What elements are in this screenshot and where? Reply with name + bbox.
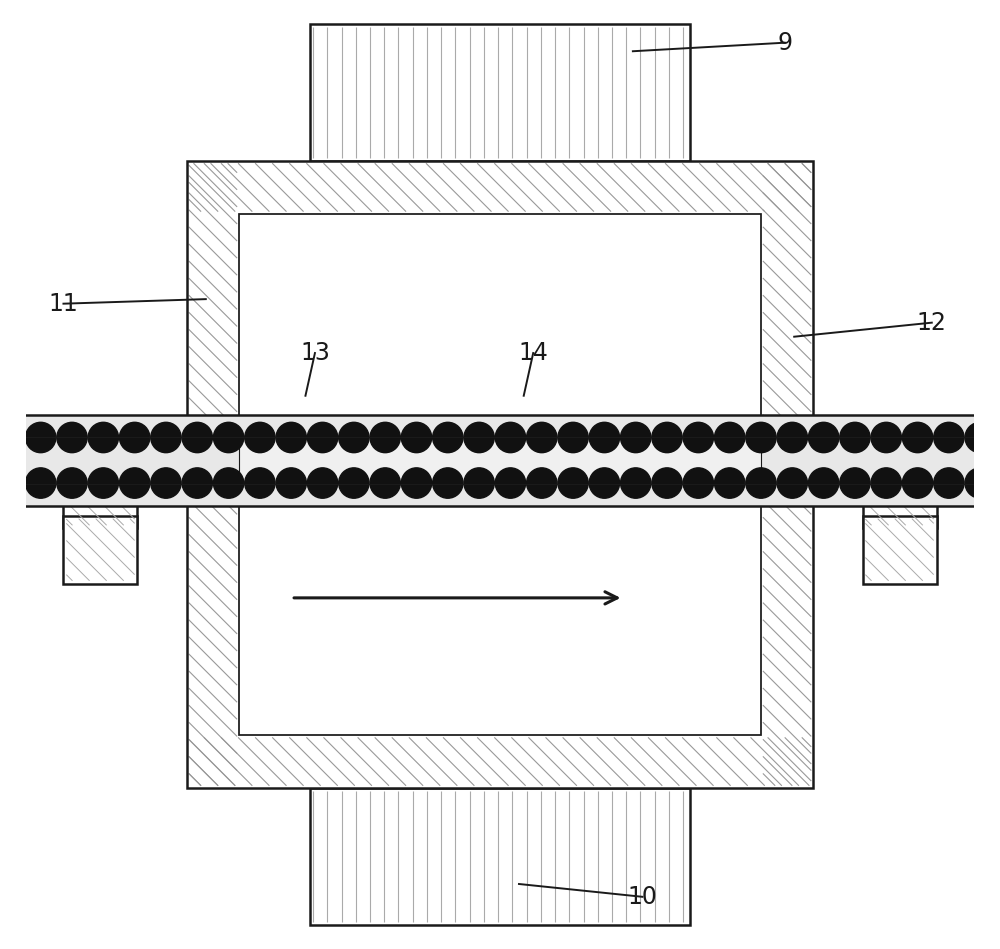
Circle shape: [339, 422, 369, 453]
Circle shape: [746, 422, 776, 453]
Circle shape: [57, 422, 87, 453]
Circle shape: [746, 468, 776, 498]
Text: 13: 13: [300, 341, 330, 365]
Circle shape: [902, 468, 933, 498]
Circle shape: [182, 422, 212, 453]
Circle shape: [714, 422, 745, 453]
Circle shape: [871, 468, 901, 498]
Circle shape: [370, 468, 400, 498]
Circle shape: [621, 468, 651, 498]
Circle shape: [965, 468, 995, 498]
Circle shape: [213, 422, 244, 453]
Bar: [761, 161, 813, 788]
Circle shape: [902, 422, 933, 453]
Circle shape: [527, 468, 557, 498]
Text: 12: 12: [917, 310, 947, 335]
Circle shape: [401, 422, 432, 453]
Circle shape: [151, 468, 181, 498]
Bar: [239, 214, 761, 735]
Circle shape: [527, 422, 557, 453]
Circle shape: [401, 468, 432, 498]
Bar: [863, 460, 937, 528]
Circle shape: [589, 422, 620, 453]
Circle shape: [433, 468, 463, 498]
Circle shape: [808, 468, 839, 498]
Circle shape: [683, 422, 714, 453]
Circle shape: [119, 422, 150, 453]
Circle shape: [276, 468, 306, 498]
Bar: [63, 516, 137, 584]
Circle shape: [652, 468, 682, 498]
Text: 9: 9: [777, 30, 792, 55]
Circle shape: [26, 468, 56, 498]
Bar: [63, 460, 137, 528]
Bar: [310, 24, 690, 161]
Circle shape: [495, 468, 526, 498]
Circle shape: [26, 422, 56, 453]
Circle shape: [808, 422, 839, 453]
Bar: [26, 415, 974, 506]
Circle shape: [57, 468, 87, 498]
Circle shape: [934, 422, 964, 453]
Circle shape: [307, 468, 338, 498]
Bar: [187, 161, 813, 788]
Circle shape: [433, 422, 463, 453]
Circle shape: [840, 422, 870, 453]
Circle shape: [683, 468, 714, 498]
Circle shape: [714, 468, 745, 498]
Circle shape: [464, 468, 494, 498]
Bar: [310, 788, 690, 925]
Circle shape: [88, 422, 119, 453]
Circle shape: [589, 468, 620, 498]
Circle shape: [621, 422, 651, 453]
Circle shape: [245, 468, 275, 498]
Bar: [239, 437, 761, 484]
Circle shape: [871, 422, 901, 453]
Circle shape: [840, 468, 870, 498]
Circle shape: [119, 468, 150, 498]
Circle shape: [245, 422, 275, 453]
Circle shape: [182, 468, 212, 498]
Circle shape: [558, 468, 588, 498]
Circle shape: [151, 422, 181, 453]
Bar: [187, 735, 813, 788]
Circle shape: [213, 468, 244, 498]
Circle shape: [307, 422, 338, 453]
Bar: [187, 161, 239, 788]
Circle shape: [276, 422, 306, 453]
Circle shape: [652, 422, 682, 453]
Circle shape: [88, 468, 119, 498]
Circle shape: [339, 468, 369, 498]
Text: 11: 11: [49, 291, 78, 316]
Circle shape: [777, 468, 807, 498]
Bar: [239, 214, 761, 735]
Circle shape: [558, 422, 588, 453]
Circle shape: [370, 422, 400, 453]
Text: 14: 14: [518, 341, 548, 365]
Text: 10: 10: [627, 884, 657, 909]
Circle shape: [777, 422, 807, 453]
Bar: [863, 516, 937, 584]
Circle shape: [495, 422, 526, 453]
Circle shape: [934, 468, 964, 498]
Circle shape: [965, 422, 995, 453]
Bar: [187, 161, 813, 214]
Circle shape: [464, 422, 494, 453]
Bar: [187, 161, 813, 788]
